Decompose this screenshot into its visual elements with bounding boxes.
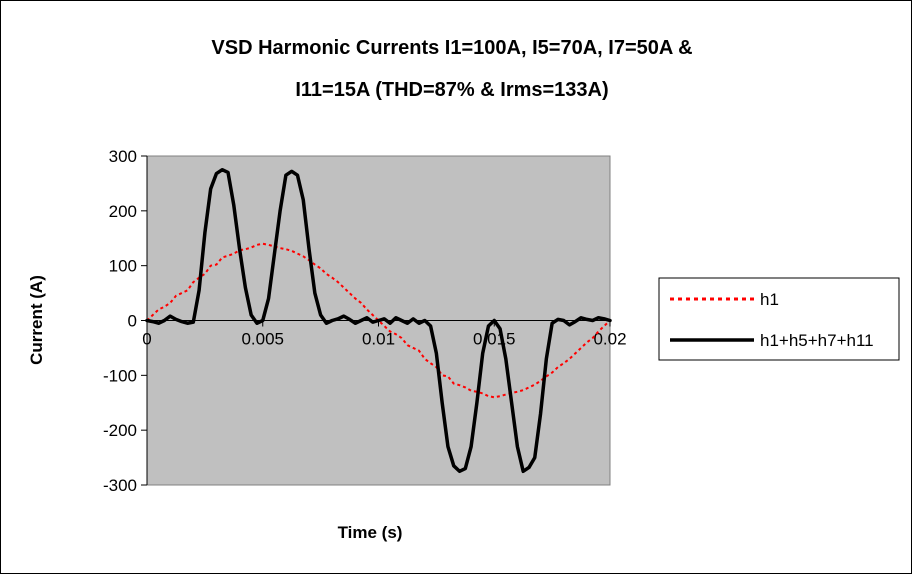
series-line-h1: [146, 242, 611, 399]
y-tick-label: -200: [103, 421, 137, 440]
y-tick-label: 200: [109, 202, 137, 221]
series-line-h1-h5-h7-h11: [145, 167, 612, 474]
x-tick-label: 0: [142, 330, 151, 349]
legend: h1 h1+h5+h7+h11: [658, 277, 900, 361]
legend-label-h1-h5-h7-h11: h1+h5+h7+h11: [760, 331, 874, 350]
x-axis-title: Time (s): [338, 523, 403, 542]
chart-title-line1: VSD Harmonic Currents I1=100A, I5=70A, I…: [211, 37, 692, 59]
x-tick-label: 0.02: [593, 330, 626, 349]
chart-title-line2: I11=15A (THD=87% & Irms=133A): [295, 79, 608, 101]
x-tick-label: 0.015: [473, 330, 516, 349]
x-tick-label: 0.01: [362, 330, 395, 349]
legend-label-h1: h1: [760, 290, 779, 309]
legend-box: [658, 277, 900, 361]
y-axis-title: Current (A): [27, 275, 46, 365]
series-layer: [145, 167, 612, 474]
x-tick-label: 0.005: [241, 330, 284, 349]
y-ticks: 300 200 100 0 -100 -200 -300: [103, 147, 147, 495]
y-tick-label: -300: [103, 476, 137, 495]
y-tick-label: 100: [109, 257, 137, 276]
y-tick-label: 300: [109, 147, 137, 166]
y-tick-label: -100: [103, 366, 137, 385]
y-tick-label: 0: [128, 312, 137, 331]
